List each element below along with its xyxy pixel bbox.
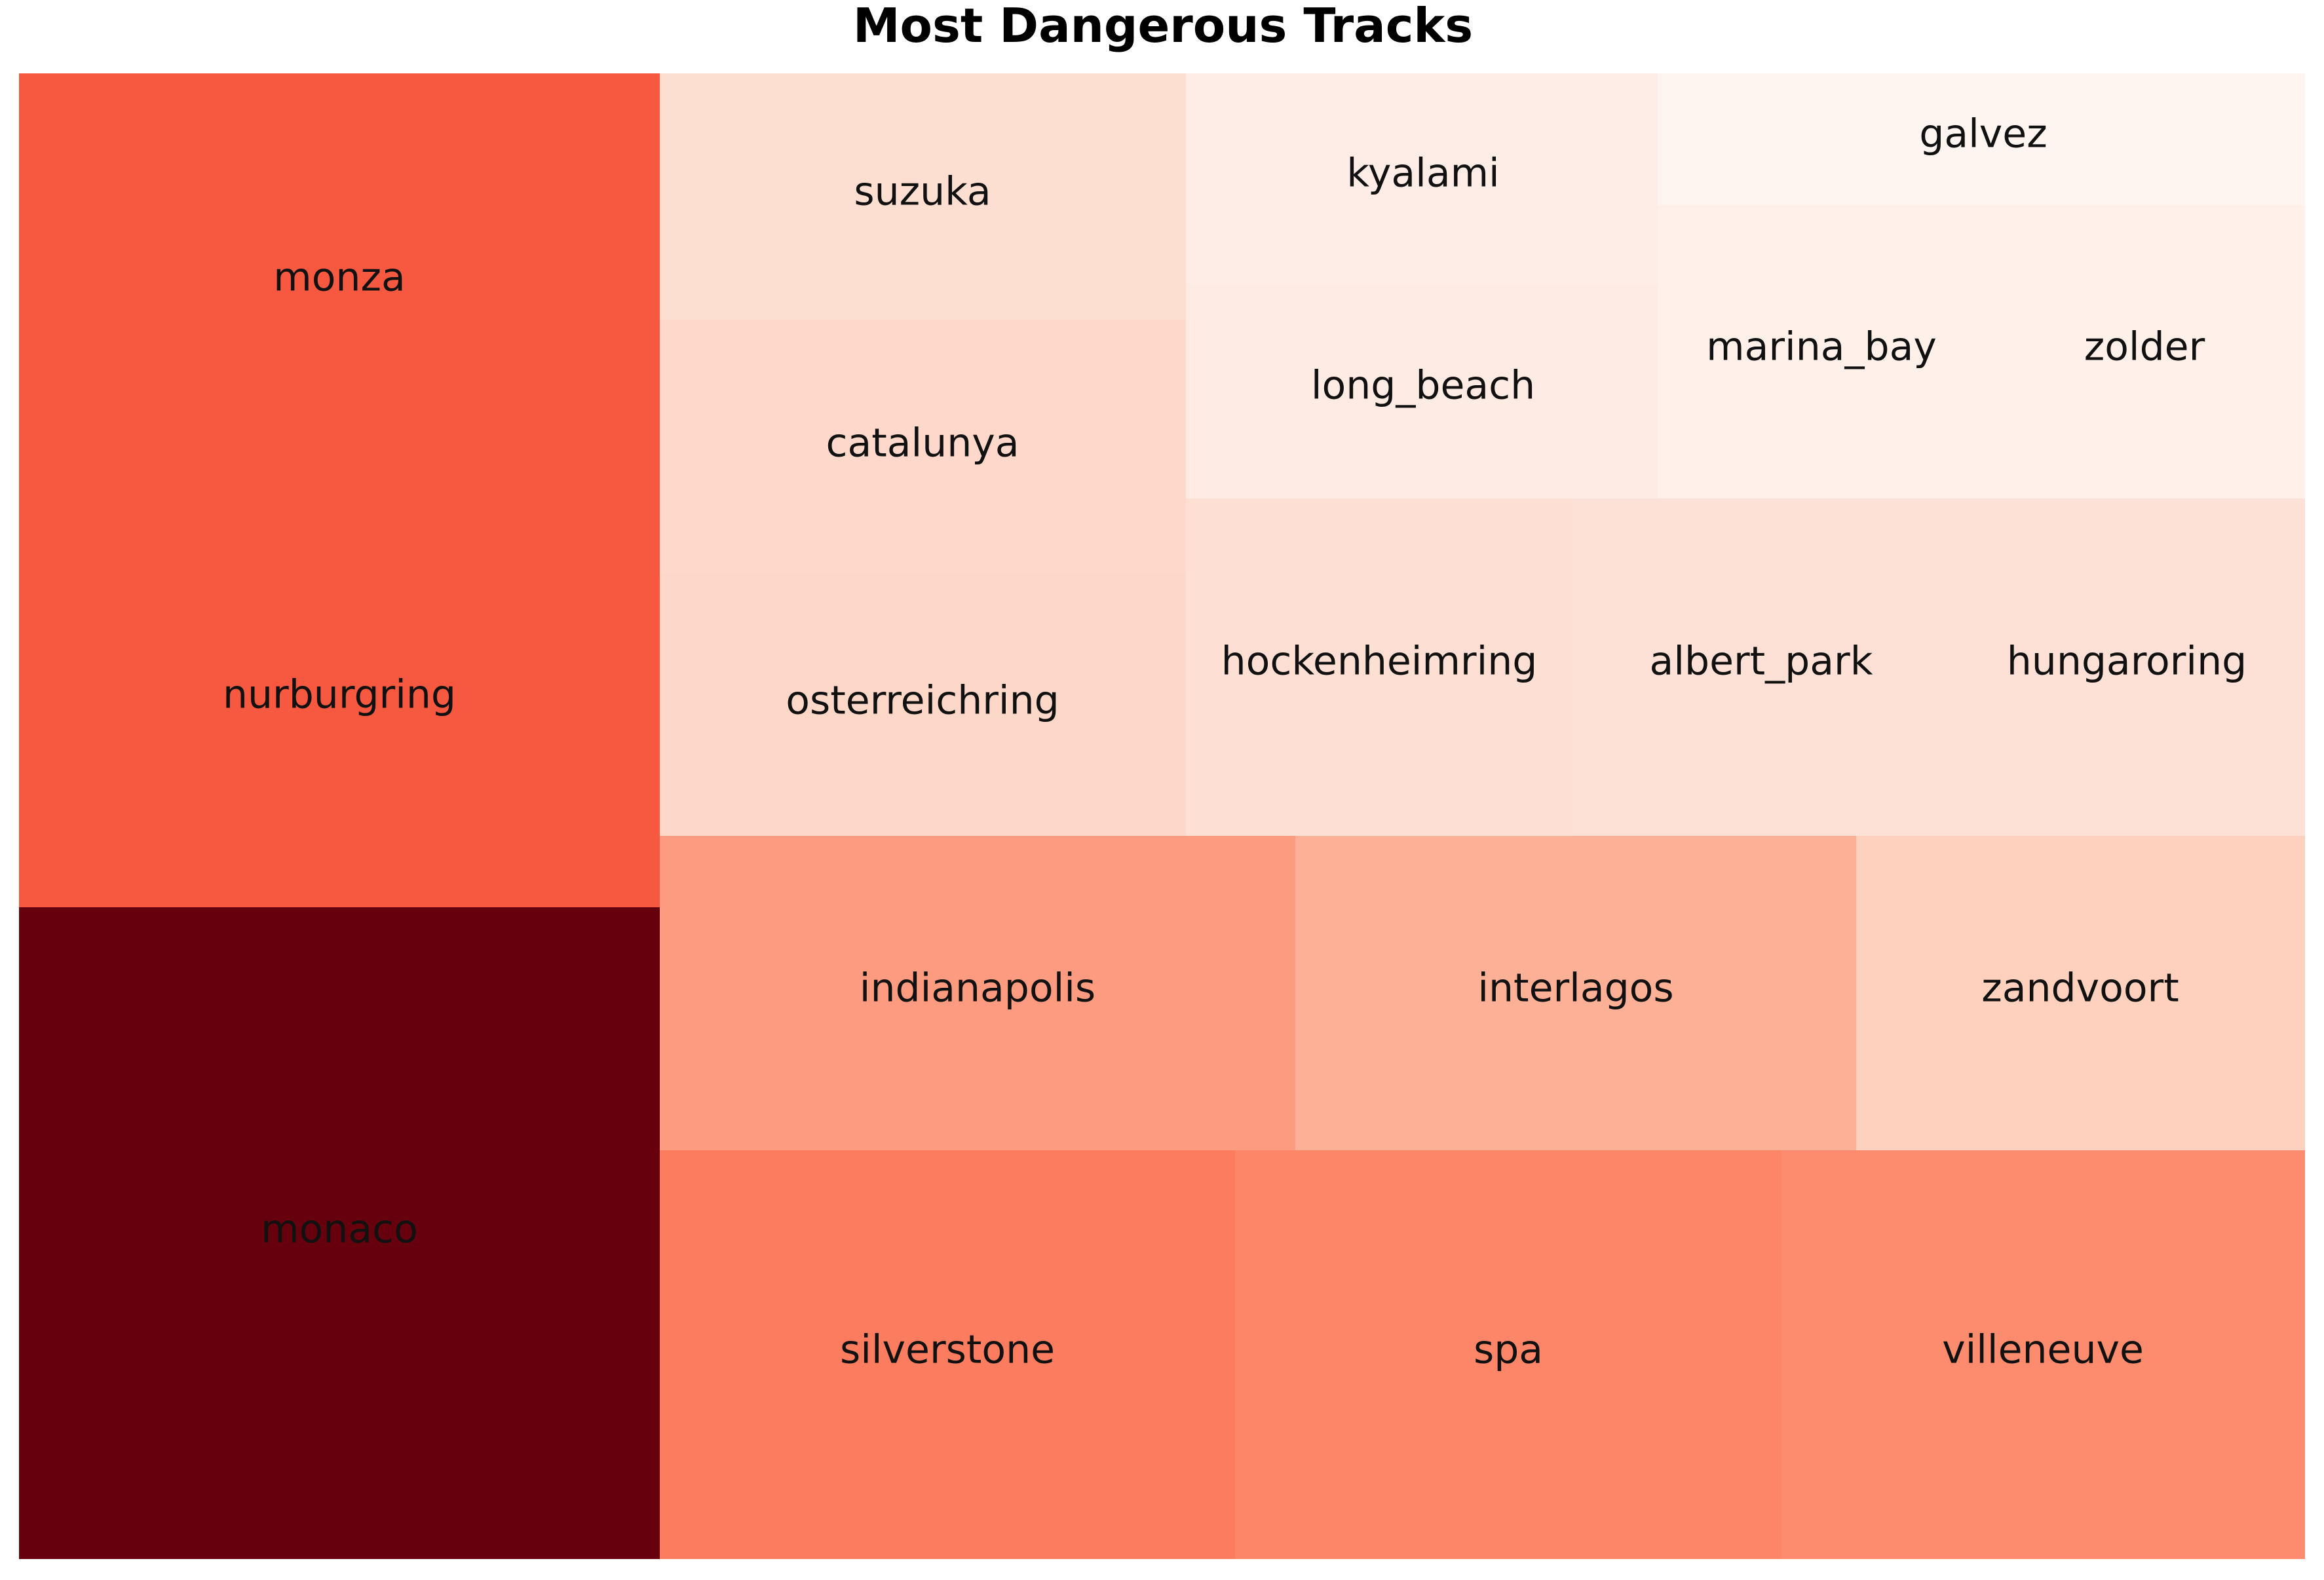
tile-label-spa: spa [1474, 1327, 1543, 1373]
tile-spa [1235, 1150, 1781, 1559]
tile-label-galvez: galvez [1919, 111, 2047, 157]
tile-villeneuve [1781, 1150, 2305, 1559]
tile-label-monza: monza [273, 255, 405, 301]
tile-label-zolder: zolder [2084, 324, 2205, 370]
tile-albert-park [1572, 498, 1949, 836]
tile-kyalami [1186, 73, 1658, 284]
tile-label-silverstone: silverstone [840, 1327, 1055, 1373]
tile-zolder [1996, 205, 2305, 498]
tile-catalunya [660, 320, 1186, 574]
tile-label-kyalami: kyalami [1346, 151, 1499, 197]
tile-galvez [1658, 73, 2305, 205]
tile-marina-bay [1658, 205, 1996, 498]
tile-monaco [19, 907, 660, 1559]
tile-label-osterreichring: osterreichring [786, 678, 1059, 724]
tile-indianapolis [660, 836, 1295, 1150]
tile-long-beach [1186, 284, 1658, 498]
chart-title: Most Dangerous Tracks [853, 0, 1473, 53]
tile-hockenheimring [1186, 498, 1572, 836]
tile-label-hungaroring: hungaroring [2007, 639, 2247, 685]
tile-hungaroring [1949, 498, 2305, 836]
tile-label-villeneuve: villeneuve [1942, 1327, 2144, 1373]
tile-label-indianapolis: indianapolis [860, 966, 1095, 1011]
tile-label-suzuka: suzuka [854, 169, 991, 215]
tile-interlagos [1295, 836, 1856, 1150]
treemap-tiles [19, 73, 2305, 1559]
tile-label-zandvoort: zandvoort [1981, 966, 2179, 1011]
tile-label-monaco: monaco [261, 1207, 418, 1252]
tile-label-marina-bay: marina_bay [1706, 324, 1937, 370]
tile-label-interlagos: interlagos [1477, 966, 1673, 1011]
tile-suzuka [660, 73, 1186, 320]
tile-label-albert-park: albert_park [1650, 639, 1873, 685]
tile-osterreichring [660, 574, 1186, 836]
tile-label-hockenheimring: hockenheimring [1221, 639, 1538, 685]
tile-label-nurburgring: nurburgring [223, 672, 456, 718]
tile-label-long-beach: long_beach [1311, 363, 1535, 409]
tile-monza [19, 73, 660, 907]
treemap-labels: monaco nurburgring monza silverstone spa vill… [223, 111, 2247, 1373]
tile-nurburgring [19, 73, 660, 907]
tile-silverstone [660, 1150, 1235, 1559]
tile-label-catalunya: catalunya [826, 421, 1019, 466]
tile-zandvoort [1856, 836, 2305, 1150]
